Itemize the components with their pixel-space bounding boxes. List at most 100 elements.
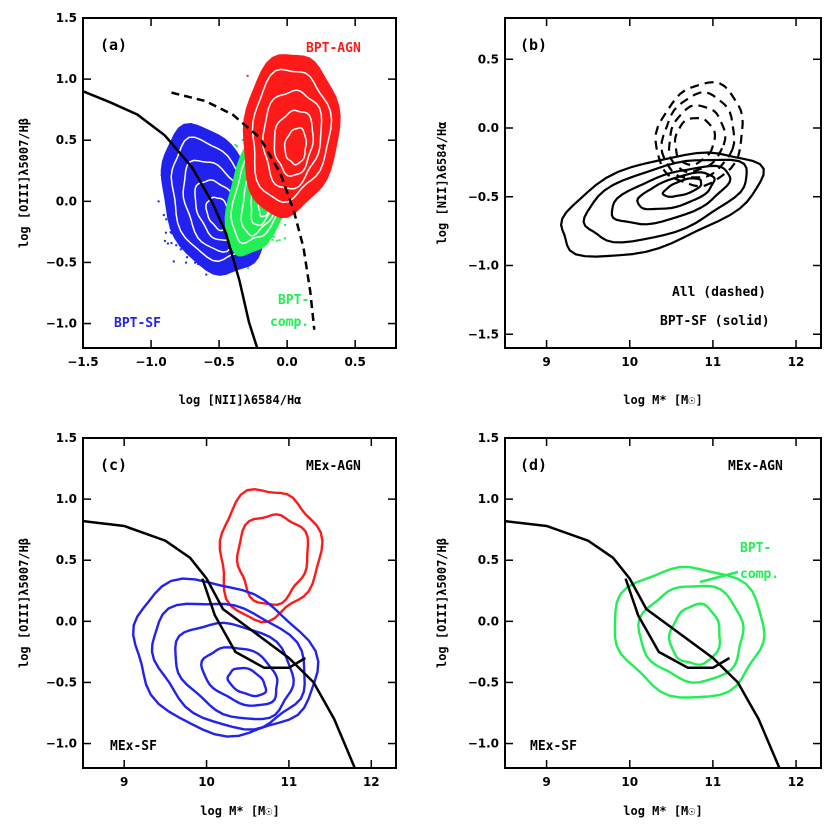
panel-c-ytick-label: 1.5	[56, 431, 77, 445]
panel-a-ytick-label: −1.0	[46, 317, 77, 331]
panel-d-ytick-label: 0.0	[478, 614, 499, 628]
panel-c: 9 10 11 12−1.0−0.50.00.51.01.5 (c) MEx-AGN …	[17, 431, 397, 818]
panel-d-frame	[504, 437, 822, 769]
panel-c-ylabel: log [OIII]λ5007/Hβ	[17, 538, 31, 668]
panel-c-blue-contour	[131, 577, 320, 738]
panel-b-sf-label: BPT-SF (solid)	[660, 314, 770, 329]
panel-c-xtick-label: 10	[198, 775, 215, 789]
panel-a-bpt-comp-label-1: BPT-	[278, 293, 309, 308]
panel-b-xtick-label: 10	[621, 355, 638, 369]
panel-d-ylabel: log [OIII]λ5007/Hβ	[435, 538, 449, 668]
panel-b-solid-contour	[610, 164, 732, 226]
panel-a-point	[170, 242, 173, 245]
panel-c-ytick-label: −1.0	[46, 737, 77, 751]
panel-a-point	[164, 231, 167, 234]
panel-a-xtick-label: −1.0	[135, 355, 166, 369]
panel-c-mex-sf-label: MEx-SF	[110, 739, 157, 754]
panel-a-point	[172, 260, 175, 263]
panel-d-bpt-comp-label-1: BPT-	[740, 541, 771, 556]
panel-c-curve-1	[201, 578, 307, 670]
panel-a-ytick-label: 1.0	[56, 72, 77, 86]
panel-d-ytick-label: 0.5	[478, 553, 499, 567]
panel-a-point	[235, 145, 238, 148]
panel-b-ytick-label: 0.0	[478, 121, 499, 135]
panel-b-xlabel: log M* [M☉]	[623, 393, 702, 407]
panel-c-ytick-label: 1.0	[56, 492, 77, 506]
panel-d-ytick-label: 1.0	[478, 492, 499, 506]
panel-a-point	[185, 261, 188, 264]
panel-d-xtick-label: 12	[788, 775, 805, 789]
panel-c-red-contour	[218, 487, 324, 624]
panel-c-xtick-label: 11	[281, 775, 298, 789]
panel-d-bpt-comp-label-2: comp.	[740, 567, 779, 582]
panel-d-label: (d)	[520, 456, 547, 474]
panel-d-mex-sf-label: MEx-SF	[530, 739, 577, 754]
panel-d-green-contour	[668, 602, 722, 666]
panel-a-point	[157, 200, 160, 203]
panel-a-contour-line	[261, 89, 323, 190]
panel-a-ytick-label: 0.5	[56, 133, 77, 147]
panel-d-curve-layer	[505, 519, 781, 768]
panel-d-green-contour	[637, 584, 745, 684]
panel-d-ytick-label: −1.0	[468, 737, 499, 751]
panel-a-point	[234, 144, 237, 146]
panel-a-point	[166, 242, 169, 245]
panel-b-xtick-label: 12	[788, 355, 805, 369]
panel-a-xtick-label: 0.0	[276, 355, 297, 369]
panel-a-ylabel: log [OIII]λ5007/Hβ	[17, 118, 31, 248]
panel-b-ticks: 9 10 11 12 −1.5 −1.0 −0.5 0.0 0.5	[468, 18, 821, 369]
panel-a-bpt-comp-label-2: comp.	[270, 315, 309, 330]
panel-c-ytick-label: 0.5	[56, 553, 77, 567]
panel-a-point	[170, 232, 173, 235]
panel-a-point	[169, 231, 172, 234]
panel-b-frame	[504, 17, 822, 349]
panel-d-green-contour	[613, 565, 766, 699]
panel-b-dashed-contour	[667, 104, 727, 174]
panel-b-ytick-label: −1.5	[468, 327, 499, 341]
panel-a-point	[205, 273, 208, 276]
panel-d-xtick-label: 11	[705, 775, 722, 789]
panel-d-curve-1	[624, 578, 731, 670]
panel-a-xtick-label: 0.5	[345, 355, 366, 369]
panel-d-xtick-label: 10	[621, 775, 638, 789]
panel-c-ticks: 9 10 11 12 −1.0 −0.5 0.0 0.5 1.0 1.5	[46, 431, 396, 789]
panel-b-dashed-contour	[660, 91, 736, 179]
panel-a-curve-0	[83, 90, 259, 348]
panel-d-ticks: 9 10 11 12 −1.0 −0.5 0.0 0.5 1.0 1.5	[468, 431, 821, 789]
panel-a-curve-layer	[83, 90, 316, 348]
panel-a-point	[186, 256, 189, 259]
panel-a-point	[246, 74, 249, 77]
panel-a-ytick-label: 0.0	[56, 194, 77, 208]
panel-b-ytick-label: −1.0	[468, 259, 499, 273]
panel-d-xtick-label: 9	[542, 775, 550, 789]
panel-c-frame	[82, 437, 397, 769]
panel-a-contour-line	[251, 68, 333, 204]
panel-c-contour-layer	[131, 487, 324, 738]
panel-a-point	[271, 238, 274, 241]
panel-c-label: (c)	[100, 456, 127, 474]
panel-d-mex-agn-label: MEx-AGN	[728, 459, 783, 474]
panel-b-dashed-contour	[654, 80, 744, 188]
panel-a-point	[241, 138, 244, 141]
panel-c-curve-0	[83, 519, 356, 768]
panel-b-solid-contour	[661, 177, 703, 198]
panel-a-point	[278, 239, 281, 242]
panel-b: 9 10 11 12 −1.5 −1.0 −0.5 0.0 0.5 (b) All (dashe…	[435, 17, 822, 407]
panel-a-ticks: −1.5 −1.0 −0.5 0.0 0.5 −1.0 −0.5 0.0 0.5 1.0 1.5	[46, 11, 396, 369]
panel-c-ytick-label: −0.5	[46, 675, 77, 689]
panel-b-contour-layer	[559, 80, 765, 258]
panel-c-xtick-label: 9	[120, 775, 128, 789]
panel-d-ytick-label: 1.5	[478, 431, 499, 445]
panel-b-ytick-label: 0.5	[478, 52, 499, 66]
panel-a-frame	[82, 17, 397, 349]
panel-a-curve-1	[171, 91, 316, 330]
panel-c-blue-contour	[174, 621, 295, 721]
panel-d: 9 10 11 12−1.0−0.50.00.51.01.5 (d) MEx-AGN …	[435, 431, 822, 818]
panel-b-solid-contour	[582, 158, 748, 244]
panel-a-contour-layer	[160, 54, 341, 276]
panel-c-mex-agn-label: MEx-AGN	[306, 459, 361, 474]
panel-a-bpt-agn-label: BPT-AGN	[306, 41, 361, 56]
panel-b-dashed-contour	[673, 117, 717, 167]
panel-a-ytick-label: −0.5	[46, 255, 77, 269]
panel-b-all-label: All (dashed)	[672, 285, 766, 300]
